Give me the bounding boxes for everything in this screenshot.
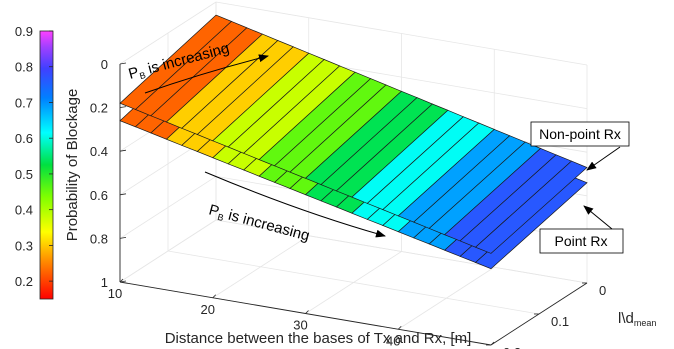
z-tick-mark xyxy=(119,237,127,239)
z-tick-label: 0.6 xyxy=(90,188,108,203)
surface-patch xyxy=(474,160,588,254)
z-axis-ticks: 0 0.2 0.4 0.6 0.8 1 xyxy=(90,57,127,290)
z-tick-label: 0.4 xyxy=(90,144,108,159)
x-tick-mark xyxy=(305,310,309,314)
x-tick-mark xyxy=(212,294,217,299)
colorbar-tick-label: 0.9 xyxy=(15,24,33,39)
z-tick-mark xyxy=(119,62,127,65)
y-axis-label-main: l\d xyxy=(618,310,634,327)
z-tick-mark xyxy=(119,193,127,196)
legend-point-arrow xyxy=(583,205,613,230)
z-tick-label: 0 xyxy=(101,57,108,72)
x-tick-label: 40 xyxy=(386,333,400,348)
x-tick-mark xyxy=(397,325,402,330)
z-tick-mark xyxy=(119,149,127,152)
annotation-bottom-arrow xyxy=(204,171,386,238)
x-axis-label: Distance between the bases of Tx and Rx,… xyxy=(165,330,472,347)
y-axis-label: l\dmean xyxy=(618,310,656,328)
y-tick-label: 0.1 xyxy=(551,314,569,329)
x-tick-mark xyxy=(119,278,124,283)
y-axis-ticks: 0 0.1 0.2 xyxy=(486,282,606,349)
legend-non-point-box xyxy=(530,121,630,147)
annotation-top-arrow xyxy=(144,54,269,94)
colorbar-gradient xyxy=(39,30,54,300)
x-tick-label: 10 xyxy=(108,286,122,301)
colorbar: 0.9 0.8 0.7 0.6 0.5 0.4 0.3 0.2 Probability of … xyxy=(15,24,81,300)
colorbar-tick-label: 0.5 xyxy=(15,167,33,182)
annotation-top-sub: B xyxy=(138,70,146,81)
grid-line xyxy=(215,219,588,284)
z-tick-mark xyxy=(119,280,127,283)
colorbar-tick-label: 0.2 xyxy=(15,274,33,289)
colorbar-ticks: 0.9 0.8 0.7 0.6 0.5 0.4 0.3 0.2 xyxy=(15,24,53,289)
y-tick-label: 0 xyxy=(599,283,606,298)
colorbar-tick-label: 0.7 xyxy=(15,95,33,110)
annotation-bottom-sub: B xyxy=(216,212,224,223)
legend-non-point-arrow xyxy=(586,146,621,171)
x-tick-label: 30 xyxy=(293,318,307,333)
legend-point-label: Point Rx xyxy=(555,233,608,249)
colorbar-tick-label: 0.4 xyxy=(15,203,33,218)
x-tick-label: 20 xyxy=(201,302,215,317)
z-tick-mark xyxy=(119,106,127,108)
annotation-bottom-p: P xyxy=(207,201,221,220)
colorbar-tick-label: 0.6 xyxy=(15,131,33,146)
y-axis-label-sub: mean xyxy=(634,318,657,328)
annotation-top-p: P xyxy=(127,64,141,83)
y-tick-label: 0.2 xyxy=(503,345,521,349)
colorbar-label: Probability of Blockage xyxy=(64,89,81,242)
legend-point-box xyxy=(539,228,624,254)
legend-non-point: Non-point Rx xyxy=(530,121,630,171)
svg-text:PB is increasing: PB is increasing xyxy=(207,201,312,245)
legend-point: Point Rx xyxy=(539,205,624,254)
x-axis-ticks: 1020304050 xyxy=(108,278,495,348)
colorbar-tick-label: 0.3 xyxy=(15,238,33,253)
surface-non-point-rx xyxy=(119,14,588,254)
annotation-bottom-text: is increasing xyxy=(222,206,311,245)
legend-non-point-label: Non-point Rx xyxy=(539,126,621,142)
grid-line xyxy=(167,250,540,315)
colorbar-tick-label: 0.8 xyxy=(15,60,33,75)
x-tick-mark xyxy=(490,341,495,346)
z-tick-label: 0.8 xyxy=(90,231,108,246)
z-tick-label: 1 xyxy=(101,275,108,290)
z-tick-label: 0.2 xyxy=(90,101,108,116)
